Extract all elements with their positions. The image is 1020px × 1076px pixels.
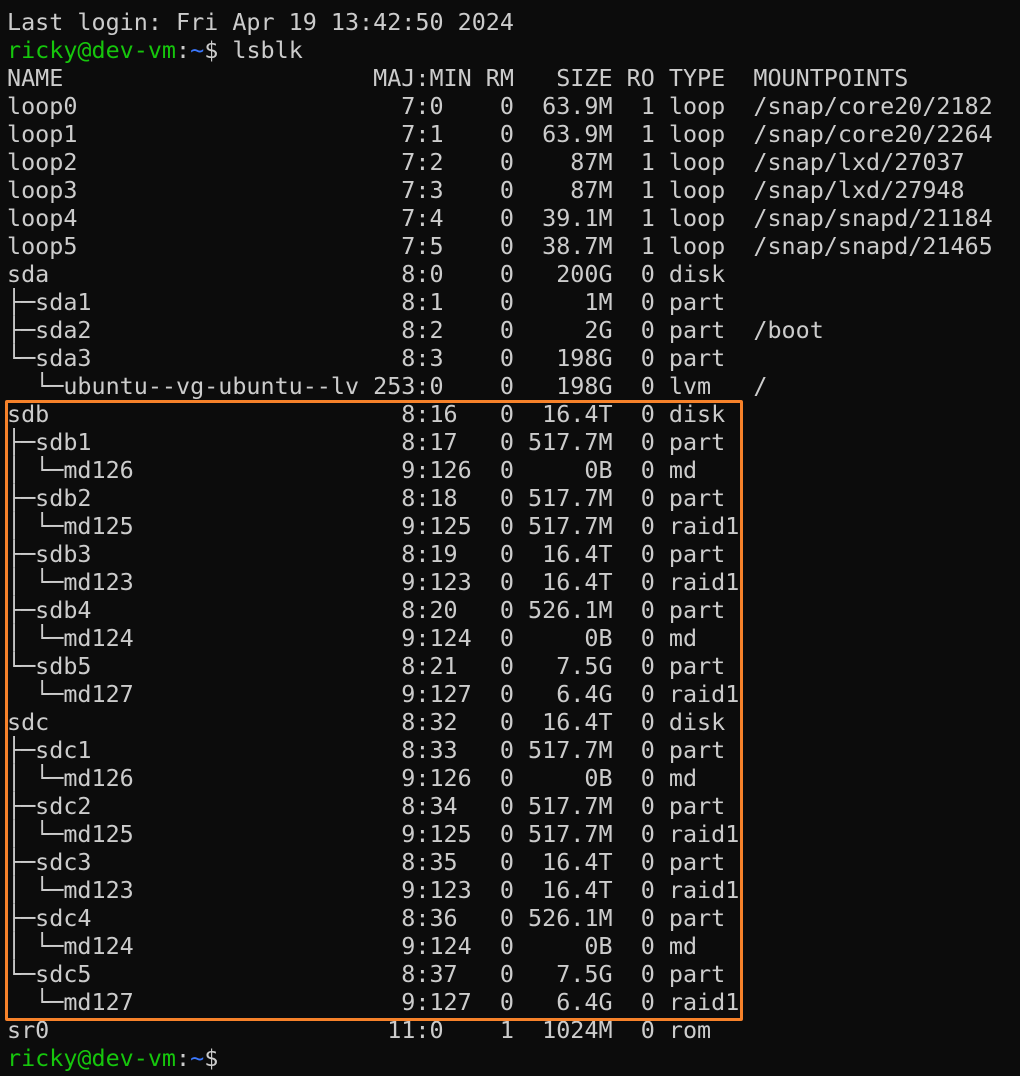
lsblk-row: └─sda3 8:3 0 198G 0 part [7, 344, 726, 372]
lsblk-row: ├─sdb3 8:19 0 16.4T 0 part [7, 540, 726, 568]
lsblk-row: ├─sdc3 8:35 0 16.4T 0 part [7, 848, 726, 876]
lsblk-row: │ └─md126 9:126 0 0B 0 md [7, 456, 698, 484]
lsblk-row: sdc 8:32 0 16.4T 0 disk [7, 708, 726, 736]
lsblk-row: loop0 7:0 0 63.9M 1 loop /snap/core20/21… [7, 92, 993, 120]
lsblk-row: ├─sdb1 8:17 0 517.7M 0 part [7, 428, 726, 456]
last-login-line: Last login: Fri Apr 19 13:42:50 2024 [7, 8, 514, 36]
lsblk-row: loop2 7:2 0 87M 1 loop /snap/lxd/27037 [7, 148, 965, 176]
lsblk-row: └─sdb5 8:21 0 7.5G 0 part [7, 652, 726, 680]
lsblk-row: │ └─md126 9:126 0 0B 0 md [7, 764, 698, 792]
lsblk-row: └─md127 9:127 0 6.4G 0 raid1 [7, 988, 740, 1016]
lsblk-row: └─ubuntu--vg-ubuntu--lv 253:0 0 198G 0 l… [7, 372, 768, 400]
lsblk-row: │ └─md124 9:124 0 0B 0 md [7, 624, 698, 652]
lsblk-row: │ └─md125 9:125 0 517.7M 0 raid1 [7, 820, 740, 848]
lsblk-row: loop3 7:3 0 87M 1 loop /snap/lxd/27948 [7, 176, 965, 204]
prompt-symbol: $ [204, 1044, 233, 1072]
lsblk-row: sda 8:0 0 200G 0 disk [7, 260, 726, 288]
lsblk-row: └─sdc5 8:37 0 7.5G 0 part [7, 960, 726, 988]
lsblk-row: ├─sdc4 8:36 0 526.1M 0 part [7, 904, 726, 932]
lsblk-row: ├─sdb2 8:18 0 517.7M 0 part [7, 484, 726, 512]
lsblk-row: │ └─md124 9:124 0 0B 0 md [7, 932, 698, 960]
lsblk-row: │ └─md125 9:125 0 517.7M 0 raid1 [7, 512, 740, 540]
lsblk-row: └─md127 9:127 0 6.4G 0 raid1 [7, 680, 740, 708]
lsblk-row: sr0 11:0 1 1024M 0 rom [7, 1016, 712, 1044]
terminal-output[interactable]: Last login: Fri Apr 19 13:42:50 2024 rick… [7, 8, 993, 1072]
prompt-user-host: ricky@dev-vm [7, 1044, 176, 1072]
prompt-line: ricky@dev-vm:~$ lsblk [7, 36, 993, 64]
table-header: NAME MAJ:MIN RM SIZE RO TYPE MOUNTPOINTS [7, 64, 909, 92]
lsblk-row: │ └─md123 9:123 0 16.4T 0 raid1 [7, 876, 740, 904]
prompt-line-current[interactable]: ricky@dev-vm:~$ [7, 1044, 993, 1072]
prompt-separator: : [176, 36, 191, 64]
lsblk-row: ├─sdc1 8:33 0 517.7M 0 part [7, 736, 726, 764]
lsblk-row: loop5 7:5 0 38.7M 1 loop /snap/snapd/214… [7, 232, 993, 260]
lsblk-row: ├─sda2 8:2 0 2G 0 part /boot [7, 316, 824, 344]
prompt-path: ~ [190, 1044, 205, 1072]
lsblk-row: loop1 7:1 0 63.9M 1 loop /snap/core20/22… [7, 120, 993, 148]
command-text: lsblk [232, 36, 303, 64]
lsblk-row: sdb 8:16 0 16.4T 0 disk [7, 400, 726, 428]
prompt-separator: : [176, 1044, 191, 1072]
prompt-user-host: ricky@dev-vm [7, 36, 176, 64]
lsblk-row: ├─sdb4 8:20 0 526.1M 0 part [7, 596, 726, 624]
prompt-symbol: $ [204, 36, 233, 64]
lsblk-row: ├─sda1 8:1 0 1M 0 part [7, 288, 726, 316]
lsblk-row: loop4 7:4 0 39.1M 1 loop /snap/snapd/211… [7, 204, 993, 232]
prompt-path: ~ [190, 36, 205, 64]
lsblk-row: │ └─md123 9:123 0 16.4T 0 raid1 [7, 568, 740, 596]
lsblk-row: ├─sdc2 8:34 0 517.7M 0 part [7, 792, 726, 820]
